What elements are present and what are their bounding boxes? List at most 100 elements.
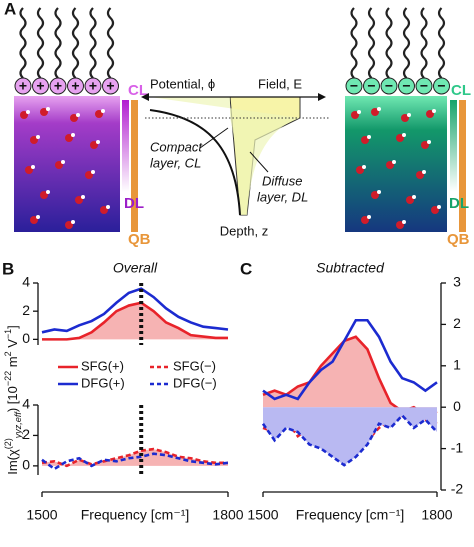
cl-label: CL xyxy=(451,82,471,99)
molecule xyxy=(432,109,436,113)
molecule xyxy=(76,113,80,117)
molecule xyxy=(427,140,431,144)
line xyxy=(262,318,438,401)
molecule xyxy=(25,166,33,174)
x-tick-label: 1500 xyxy=(26,507,57,523)
molecule xyxy=(30,216,38,224)
y-axis-label-part: ] xyxy=(5,325,20,329)
x-axis-label: Frequency [cm⁻¹] xyxy=(296,507,405,523)
molecule xyxy=(402,220,406,224)
molecule xyxy=(357,110,361,114)
pointer xyxy=(199,127,229,149)
y-tick-label: 1 xyxy=(453,357,461,373)
qb-label: QB xyxy=(447,231,470,248)
y-axis-label-part: Im(χ xyxy=(5,449,20,475)
molecule xyxy=(356,166,364,174)
ion xyxy=(433,77,450,95)
layer-bar xyxy=(450,100,457,192)
molecule xyxy=(361,216,369,224)
ion-sign: − xyxy=(402,78,410,94)
chain xyxy=(402,7,411,79)
molecule xyxy=(426,110,434,118)
molecule xyxy=(31,165,35,169)
dl-label: DL xyxy=(124,195,144,212)
diffuse-label: Diffuse xyxy=(262,173,302,188)
diagram-a: A CL DL QB CL DL QB Potential, ϕ Field, … xyxy=(4,0,471,248)
molecule xyxy=(36,215,40,219)
ion-sign: − xyxy=(420,78,428,94)
x-tick-label: 1800 xyxy=(212,507,243,523)
ion xyxy=(84,77,102,95)
molecule xyxy=(386,161,394,169)
x-tick-label: 1500 xyxy=(247,507,278,523)
y-tick-label: 2 xyxy=(453,315,461,331)
molecule xyxy=(437,205,441,209)
y-tick-label: 3 xyxy=(453,274,461,290)
ion xyxy=(415,77,433,95)
molecule xyxy=(412,195,416,199)
qb-bar xyxy=(131,100,138,232)
molecule xyxy=(26,110,30,114)
area xyxy=(263,336,437,416)
compact-label: Compact xyxy=(150,139,203,154)
ion-sign: + xyxy=(19,78,27,94)
ion xyxy=(14,77,32,95)
molecule xyxy=(71,220,75,224)
potential-shape xyxy=(150,97,300,215)
panel-label: B xyxy=(2,259,14,278)
molecule xyxy=(106,205,110,209)
area xyxy=(263,407,437,466)
y-tick-label: -2 xyxy=(451,481,464,497)
chain xyxy=(420,7,428,79)
molecule xyxy=(95,110,103,118)
molecule xyxy=(392,160,396,164)
chart-title: Overall xyxy=(113,260,158,276)
panel-label: C xyxy=(240,259,252,278)
molecule xyxy=(75,196,83,204)
molecule xyxy=(40,108,48,116)
ion-sign: + xyxy=(106,78,114,94)
cl-label: CL xyxy=(128,82,148,99)
chain xyxy=(89,7,97,79)
legend-label: SFG(−) xyxy=(173,358,216,373)
molecule xyxy=(91,170,95,174)
line xyxy=(41,287,229,334)
line xyxy=(41,447,228,468)
chain xyxy=(54,7,62,79)
chain xyxy=(437,7,446,79)
molecule xyxy=(407,113,411,117)
y-tick-label: 0 xyxy=(453,398,461,414)
x-axis-label: Frequency [cm⁻¹] xyxy=(81,507,190,523)
molecule xyxy=(36,135,40,139)
legend-label: SFG(+) xyxy=(81,358,124,373)
ion xyxy=(49,77,67,95)
chain xyxy=(106,7,115,79)
field-label: Field, E xyxy=(258,76,302,91)
chain xyxy=(36,7,45,79)
y-axis-label-part: −1 xyxy=(3,329,13,339)
molecule xyxy=(65,221,73,229)
y-tick-label: 0 xyxy=(22,457,30,473)
ion xyxy=(102,77,119,95)
arrowhead xyxy=(141,93,149,101)
y-axis-label-part: 2 xyxy=(3,351,13,356)
molecule xyxy=(377,190,381,194)
molecule xyxy=(85,171,93,179)
molecule xyxy=(55,161,63,169)
potential-curve xyxy=(149,109,241,216)
molecule xyxy=(61,160,65,164)
molecule xyxy=(416,171,424,179)
molecule xyxy=(20,111,28,119)
ion-sign: + xyxy=(71,78,79,94)
diffuse-label: layer, DL xyxy=(257,189,308,204)
ion-sign: + xyxy=(54,78,62,94)
molecule xyxy=(96,140,100,144)
molecule xyxy=(100,206,108,214)
legend-label: DFG(+) xyxy=(81,375,125,390)
legend-label: DFG(−) xyxy=(173,375,217,390)
molecule xyxy=(40,191,48,199)
line xyxy=(42,301,228,341)
qb-label: QB xyxy=(128,231,151,248)
molecule xyxy=(422,170,426,174)
